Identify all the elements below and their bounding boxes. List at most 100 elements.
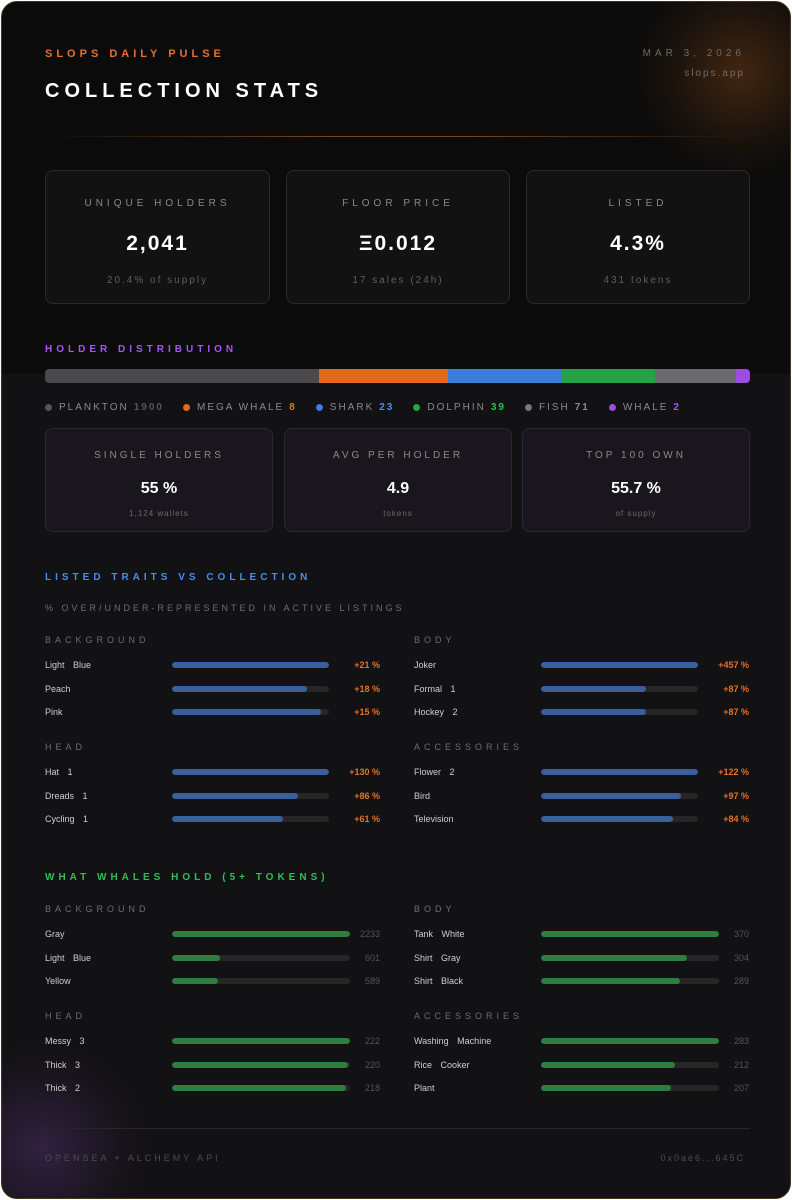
trait-name: Shirt Black — [414, 976, 464, 986]
legend-dot-icon — [315, 403, 323, 411]
group-heading: HEAD — [45, 1011, 87, 1021]
stat-value: 55.7 % — [611, 480, 661, 497]
group-heading: ACCESSORIES — [414, 742, 524, 752]
stat-label: LISTED — [608, 198, 668, 209]
trait-bar-track — [172, 792, 329, 799]
trait-bar-track — [172, 662, 329, 668]
trait-value: 589 — [364, 976, 380, 986]
legend-item: DOLPHIN 39 — [413, 402, 506, 413]
trait-group-background: BACKGROUND Light Blue +21 % Peach +18 % Pink +… — [45, 635, 380, 717]
trait-row: Bird +97 % — [414, 791, 749, 803]
trait-row: Hockey 2 +87 % — [414, 707, 749, 719]
group-heading: BODY — [414, 904, 456, 914]
trait-value: 601 — [364, 952, 380, 963]
trait-row: Washing Machine 283 — [414, 1036, 749, 1048]
trait-bar-fill — [541, 1038, 719, 1044]
trait-bar-fill — [541, 769, 698, 775]
trait-bar-track — [172, 978, 350, 984]
trait-bar-track — [541, 1038, 719, 1044]
trait-row: Thick 3 220 — [45, 1060, 380, 1072]
stat-card-unique-holders: UNIQUE HOLDERS 2,041 20.4% of supply — [45, 170, 270, 304]
trait-bar-fill — [172, 792, 298, 799]
legend-dot-icon — [524, 403, 532, 411]
trait-bar-track — [172, 954, 350, 961]
trait-row: Shirt Black 289 — [414, 976, 749, 988]
trait-group-accessories: ACCESSORIES Flower 2 +122 % Bird +97 % Televi… — [414, 742, 749, 824]
trait-name: Shirt Gray — [414, 952, 461, 963]
contract-address[interactable]: 0x0ae6...645C — [660, 1153, 745, 1163]
trait-bar-fill — [172, 1085, 347, 1091]
trait-row: Hat 1 +130 % — [45, 767, 380, 779]
trait-bar-fill — [541, 685, 647, 692]
trait-bar-track — [541, 769, 698, 775]
trait-bar-fill — [172, 1061, 349, 1068]
footer-divider — [45, 1128, 750, 1129]
trait-row: Formal 1 +87 % — [414, 684, 749, 696]
stat-card-listed: LISTED 4.3% 431 tokens — [526, 170, 750, 304]
trait-name: Bird — [414, 790, 431, 801]
group-heading: BODY — [414, 635, 456, 645]
trait-bar-track — [541, 816, 698, 822]
trait-name: Dreads 1 — [45, 790, 88, 801]
legend-dot-icon — [45, 403, 52, 411]
legend-label: MEGA WHALE — [196, 401, 285, 413]
legend-label: DOLPHIN — [427, 401, 486, 413]
stat-sub: 431 tokens — [603, 275, 673, 286]
legend-count: 71 — [574, 401, 590, 413]
whale-group-body: BODY Tank White 370 Shirt Gray 304 Shirt Blac… — [414, 904, 749, 986]
legend-label: PLANKTON — [59, 401, 129, 413]
trait-bar-fill — [172, 954, 221, 961]
trait-row: Flower 2 +122 % — [414, 767, 749, 779]
trait-group-head: HEAD Hat 1 +130 % Dreads 1 +86 % Cycling 1 +61… — [45, 742, 380, 824]
report-kicker: SLOPS DAILY PULSE — [45, 48, 225, 60]
trait-bar-track — [172, 816, 329, 822]
group-heading: HEAD — [45, 742, 87, 752]
stat-value: 4.3% — [610, 232, 666, 255]
legend-label: FISH — [538, 401, 570, 413]
stat-card-floor-price: FLOOR PRICE Ξ0.012 17 sales (24h) — [286, 170, 510, 304]
whale-group-head: HEAD Messy 3 222 Thick 3 220 Thick 2 218 — [45, 1011, 380, 1093]
page-title: COLLECTION STATS — [45, 80, 324, 102]
site-link[interactable]: slops.app — [684, 68, 745, 79]
trait-name: Thick 3 — [45, 1059, 81, 1070]
group-heading: BACKGROUND — [45, 904, 150, 914]
group-heading: ACCESSORIES — [414, 1011, 524, 1021]
distribution-segment-whale — [735, 369, 750, 383]
trait-name: Thick 2 — [45, 1083, 81, 1093]
trait-value: +18 % — [354, 683, 380, 694]
distribution-segment-shark — [447, 369, 562, 383]
trait-bar-fill — [541, 709, 647, 715]
trait-bar-track — [172, 1038, 350, 1044]
stat-value: 4.9 — [386, 480, 410, 497]
trait-row: Yellow 589 — [45, 976, 380, 988]
trait-bar-track — [172, 1085, 350, 1091]
trait-value: 220 — [364, 1059, 380, 1070]
trait-row: Television +84 % — [414, 814, 749, 826]
trait-name: Formal 1 — [414, 683, 456, 694]
trait-row: Messy 3 222 — [45, 1036, 380, 1048]
trait-row: Light Blue +21 % — [45, 660, 380, 672]
stat-sub: tokens — [383, 509, 413, 518]
trait-value: +15 % — [354, 707, 380, 717]
trait-bar-fill — [172, 769, 329, 775]
legend-item: WHALE 2 — [608, 402, 681, 413]
trait-bar-track — [172, 709, 329, 715]
trait-row: Tank White 370 — [414, 929, 749, 941]
trait-row: Cycling 1 +61 % — [45, 814, 380, 826]
trait-row: Shirt Gray 304 — [414, 953, 749, 965]
legend-count: 23 — [379, 401, 395, 413]
stat-value: 2,041 — [126, 232, 189, 255]
stat-label: TOP 100 OWN — [586, 450, 686, 461]
whale-group-background: BACKGROUND Gray 2233 Light Blue 601 Yellow 589 — [45, 904, 380, 986]
trait-value: 370 — [733, 929, 749, 939]
trait-name: Tank White — [414, 929, 465, 939]
trait-value: 283 — [733, 1036, 749, 1046]
trait-name: Rice Cooker — [414, 1059, 470, 1070]
stat-value: Ξ0.012 — [358, 232, 438, 255]
stat-label: AVG PER HOLDER — [332, 450, 464, 461]
legend-item: MEGA WHALE 8 — [182, 401, 297, 413]
trait-value: +61 % — [354, 814, 380, 824]
trait-value: +86 % — [354, 790, 380, 801]
trait-row: Peach +18 % — [45, 684, 380, 696]
